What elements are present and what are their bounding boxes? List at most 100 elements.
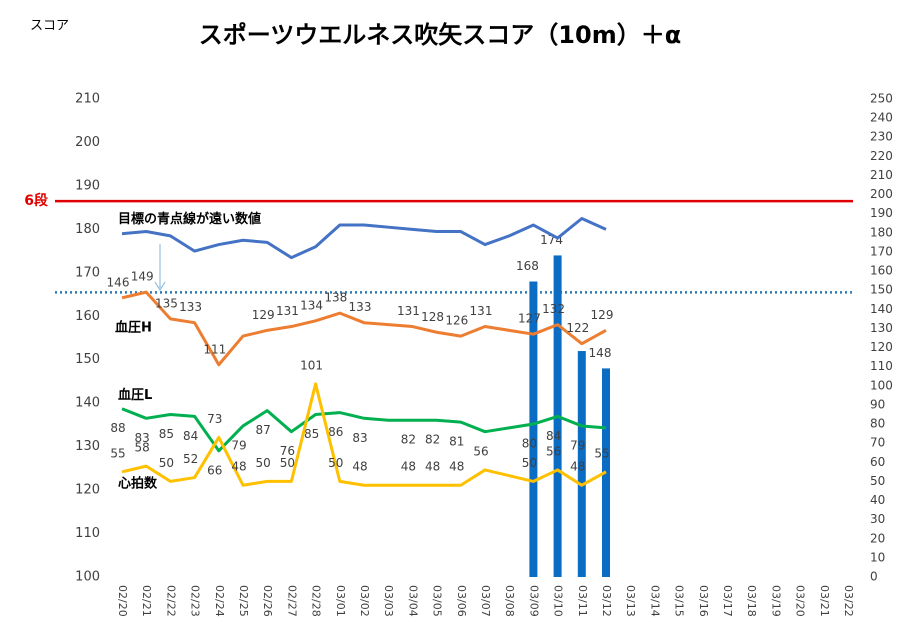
line-series (121, 382, 607, 487)
chart-title: スポーツウエルネス吹矢スコア（10m）＋α (199, 21, 681, 49)
x-tick-label: 02/26 (261, 585, 274, 617)
reference-label: 6段 (24, 192, 48, 209)
data-label: 128 (421, 310, 444, 324)
data-label: 73 (207, 412, 222, 426)
series-name: 心拍数 (118, 475, 158, 491)
data-label: 149 (131, 270, 154, 284)
x-tick-label: 03/15 (673, 585, 686, 617)
data-label: 83 (352, 431, 367, 445)
x-tick-label: 02/24 (213, 585, 226, 617)
y2-tick-label: 130 (870, 321, 893, 335)
y2-tick-label: 50 (870, 474, 885, 488)
y2-tick-label: 140 (870, 302, 893, 316)
x-tick-label: 03/12 (600, 585, 613, 617)
y2-tick-label: 170 (870, 244, 893, 258)
y2-tick-label: 90 (870, 397, 885, 411)
data-label: 82 (401, 433, 416, 447)
x-tick-label: 03/17 (721, 585, 734, 617)
y2-tick-label: 110 (870, 359, 893, 373)
data-label: 56 (473, 444, 488, 458)
x-tick-label: 02/28 (310, 585, 323, 617)
data-label: 84 (546, 429, 561, 443)
data-label: 84 (183, 429, 198, 443)
series-name: 血圧L (118, 387, 152, 403)
data-label: 50 (256, 456, 271, 470)
data-label: 48 (425, 460, 440, 474)
y2-tick-label: 0 (870, 570, 878, 584)
x-tick-label: 02/20 (116, 585, 129, 617)
y2-tick-label: 120 (870, 340, 893, 354)
x-tick-label: 03/05 (431, 585, 444, 617)
data-label: 131 (397, 304, 420, 318)
y2-tick-label: 250 (870, 92, 893, 106)
x-tick-label: 03/10 (552, 585, 565, 617)
data-label: 76 (280, 444, 295, 458)
data-label: 48 (352, 460, 367, 474)
data-label: 129 (591, 308, 614, 322)
data-label: 127 (518, 312, 541, 326)
y2-tick-label: 180 (870, 225, 893, 239)
data-label: 131 (470, 304, 493, 318)
data-label: 52 (183, 452, 198, 466)
line-series (121, 407, 607, 453)
x-tick-label: 03/09 (527, 585, 540, 617)
data-label: 168 (516, 259, 539, 273)
data-label: 58 (135, 441, 150, 455)
data-label: 79 (570, 438, 585, 452)
data-label: 87 (256, 423, 271, 437)
data-label: 80 (522, 437, 537, 451)
y-tick-label: 200 (75, 135, 100, 150)
x-tick-label: 02/21 (140, 585, 153, 617)
data-label: 126 (445, 314, 468, 328)
y2-tick-label: 190 (870, 206, 893, 220)
x-tick-label: 03/02 (358, 585, 371, 617)
bar (577, 351, 586, 577)
x-tick-label: 03/11 (576, 585, 589, 617)
y2-tick-label: 60 (870, 455, 885, 469)
line-series (121, 290, 607, 367)
x-tick-label: 03/04 (406, 585, 419, 617)
line-series (121, 217, 607, 260)
x-tick-label: 03/03 (382, 585, 395, 617)
x-tick-label: 03/07 (479, 585, 492, 617)
data-label: 56 (546, 444, 561, 458)
series-name: 血圧H (115, 319, 152, 335)
data-label: 131 (276, 304, 299, 318)
corner-label: スコア (30, 19, 69, 34)
data-label: 48 (449, 460, 464, 474)
data-label: 50 (159, 456, 174, 470)
data-label: 50 (280, 456, 295, 470)
x-tick-label: 03/22 (842, 585, 855, 617)
y2-tick-label: 200 (870, 187, 893, 201)
y2-tick-label: 230 (870, 130, 893, 144)
data-label: 83 (135, 431, 150, 445)
data-label: 50 (522, 456, 537, 470)
y2-tick-label: 150 (870, 283, 893, 297)
data-label: 132 (542, 302, 565, 316)
data-label: 133 (349, 300, 372, 314)
x-tick-label: 02/25 (237, 585, 250, 617)
data-label: 122 (566, 321, 589, 335)
data-label: 135 (155, 296, 178, 310)
data-label: 50 (328, 456, 343, 470)
x-tick-label: 03/06 (455, 585, 468, 617)
data-label: 66 (207, 463, 222, 477)
bar (529, 281, 538, 577)
pointer-head (154, 281, 166, 291)
x-tick-label: 03/14 (648, 585, 661, 617)
data-label: 86 (328, 425, 343, 439)
y-tick-label: 210 (75, 92, 100, 107)
y2-tick-label: 220 (870, 149, 893, 163)
data-label: 88 (110, 421, 125, 435)
data-label: 148 (589, 346, 612, 360)
y-tick-label: 130 (75, 439, 100, 454)
data-label: 55 (110, 446, 125, 460)
data-label: 146 (107, 275, 130, 289)
data-label: 79 (231, 438, 246, 452)
data-label: 82 (425, 433, 440, 447)
y-tick-label: 170 (75, 265, 100, 280)
x-tick-label: 03/16 (697, 585, 710, 617)
data-label: 85 (304, 427, 319, 441)
y2-tick-label: 40 (870, 493, 885, 507)
